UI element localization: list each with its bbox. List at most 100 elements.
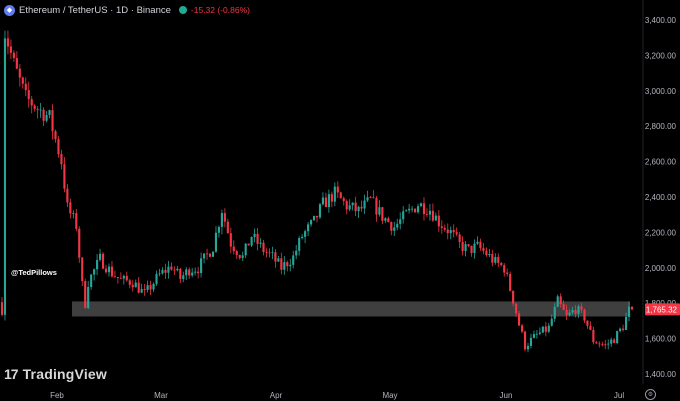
candle-body (580, 306, 583, 310)
candle-body (96, 259, 99, 270)
tradingview-text: TradingView (22, 366, 107, 382)
candle-body (491, 253, 494, 263)
candle-body (592, 329, 595, 343)
candle-body (381, 207, 384, 221)
candle-body (179, 268, 182, 280)
candle-body (125, 275, 128, 281)
candle-body (170, 266, 173, 270)
candle-body (78, 228, 81, 258)
candle-body (146, 285, 149, 290)
candle-body (9, 46, 12, 53)
candle-body (93, 269, 96, 275)
candle-body (464, 244, 467, 251)
candle-body (185, 269, 188, 276)
candle-body (128, 280, 131, 285)
candle-body (274, 252, 277, 262)
candle-body (624, 316, 628, 330)
candle-body (565, 309, 568, 316)
x-tick-label: Jun (500, 391, 513, 400)
candle-body (446, 229, 449, 234)
candle-body (140, 289, 143, 293)
candle-body (556, 296, 559, 307)
candle-body (312, 215, 316, 221)
candle-body (387, 218, 390, 223)
ethereum-icon: ◆ (4, 4, 15, 16)
x-tick-label: Mar (154, 391, 168, 400)
x-tick-label: Apr (270, 391, 283, 400)
candle-body (304, 231, 307, 237)
candle-body (627, 306, 631, 317)
candle-body (416, 206, 420, 213)
candle-body (360, 206, 363, 209)
candle-body (244, 243, 247, 256)
candle-body (506, 272, 509, 274)
candle-body (458, 234, 461, 242)
candle-body (532, 334, 536, 338)
candle-body (333, 186, 336, 202)
candle-body (610, 339, 613, 344)
symbol-header[interactable]: ◆ Ethereum / TetherUS · 1D · Binance -15… (4, 3, 250, 17)
candle-body (57, 139, 60, 155)
price-axis[interactable]: 1,400.001,600.001,800.002,000.002,200.00… (645, 16, 677, 379)
candle-body (345, 201, 348, 210)
candle-body (295, 250, 298, 256)
candle-body (75, 213, 78, 229)
candle-body (191, 272, 194, 276)
candle-body (30, 99, 33, 106)
candle-body (577, 306, 580, 314)
candle-body (24, 83, 27, 91)
candle-body (405, 210, 408, 212)
candle-body (173, 269, 176, 271)
candle-body (574, 310, 577, 314)
candle-body (104, 268, 108, 273)
candle-body (366, 197, 369, 201)
time-axis[interactable]: Feb Mar Apr May Jun Jul (50, 391, 624, 400)
candle-body (434, 215, 437, 221)
candle-body (39, 109, 42, 111)
candle-body (286, 262, 289, 267)
candle-body (200, 258, 203, 274)
last-price-label: 1,765.32 (645, 303, 680, 316)
candle-body (425, 213, 429, 215)
candle-body (601, 344, 604, 346)
y-tick-label: 2,000.00 (645, 264, 677, 273)
candle-body (134, 282, 137, 288)
candle-body (559, 296, 562, 305)
candle-body (485, 250, 488, 256)
candle-body (188, 269, 191, 276)
candle-body (98, 253, 102, 260)
candle-body (354, 202, 357, 212)
candle-body (72, 213, 75, 215)
candle-body (461, 241, 464, 251)
candle-body (324, 197, 327, 208)
y-tick-label: 1,400.00 (645, 370, 677, 379)
candle-body (63, 164, 66, 189)
candle-body (550, 318, 553, 326)
candle-body (214, 232, 218, 252)
candle-body (27, 90, 30, 100)
candle-body (351, 202, 354, 206)
author-label: @TedPillows (11, 268, 57, 277)
candle-body (277, 258, 280, 262)
candle-body (526, 345, 530, 350)
candle-body (467, 244, 470, 246)
last-price-badge (645, 303, 680, 316)
candle-body (131, 284, 134, 288)
candle-body (616, 331, 619, 344)
candle-body (3, 38, 7, 315)
candle-body (226, 221, 229, 234)
candle-body (247, 243, 250, 246)
symbol-title[interactable]: Ethereum / TetherUS · 1D · Binance (19, 4, 171, 16)
candle-body (470, 245, 473, 253)
candle-body (116, 276, 119, 278)
candle-body (289, 264, 292, 267)
candle-body (211, 251, 215, 257)
settings-gear-icon[interactable]: ⚙ (645, 389, 656, 400)
candle-body (455, 232, 458, 235)
candle-body (538, 332, 541, 334)
candle-body (101, 253, 105, 269)
candle-body (232, 246, 235, 252)
x-tick-label: May (382, 391, 397, 400)
